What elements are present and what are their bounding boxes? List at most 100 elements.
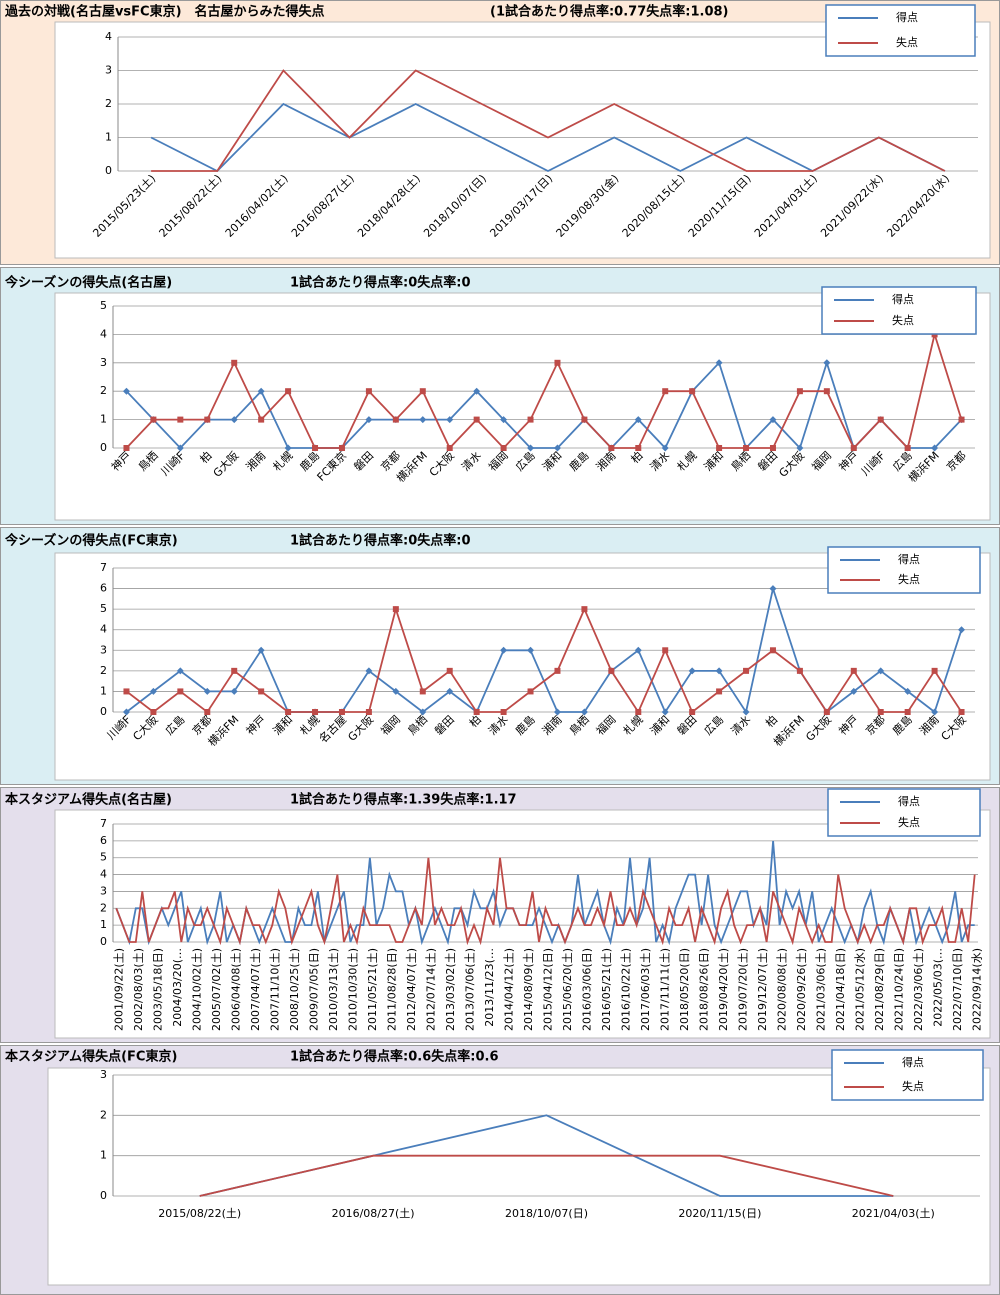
x-tick-label: 2011/05/21(土) bbox=[366, 948, 379, 1031]
x-tick-label: 2004/10/02(土) bbox=[190, 948, 203, 1031]
x-tick-label: 2018/05/20(日) bbox=[678, 948, 691, 1031]
marker bbox=[392, 606, 399, 613]
y-tick-label: 4 bbox=[100, 868, 107, 881]
marker bbox=[284, 444, 292, 452]
marker bbox=[527, 416, 534, 423]
y-tick-label: 0 bbox=[100, 935, 107, 948]
x-tick-label: 2022/05/03(… bbox=[932, 948, 945, 1027]
marker bbox=[715, 359, 723, 367]
series-line bbox=[125, 605, 963, 714]
marker bbox=[419, 416, 427, 424]
marker bbox=[796, 667, 803, 674]
chart-title: 本スタジアム得失点(FC東京) bbox=[5, 1049, 177, 1065]
x-tick-label: 2020/11/15(日) bbox=[678, 1207, 761, 1220]
x-tick-label: 2003/05/18(日) bbox=[151, 948, 164, 1031]
y-tick-label: 6 bbox=[100, 834, 107, 847]
marker bbox=[958, 709, 965, 715]
marker bbox=[392, 416, 399, 423]
marker bbox=[176, 444, 184, 452]
marker bbox=[527, 444, 535, 452]
y-tick-label: 2 bbox=[100, 384, 107, 397]
y-tick-label: 1 bbox=[100, 918, 107, 931]
marker bbox=[850, 687, 858, 695]
x-tick-label: 2019/04/20(土) bbox=[717, 948, 730, 1031]
marker bbox=[338, 445, 345, 451]
marker bbox=[257, 646, 265, 654]
series-line bbox=[115, 840, 975, 946]
x-tick-label: 2004/03/20(… bbox=[171, 948, 184, 1027]
marker bbox=[850, 667, 857, 674]
x-tick-label: 2013/11/23(… bbox=[483, 948, 496, 1027]
marker bbox=[904, 687, 912, 695]
chart-subtitle: 1試合あたり得点率:1.39失点率:1.17 bbox=[290, 792, 517, 808]
legend-label: 得点 bbox=[898, 795, 920, 808]
marker bbox=[931, 444, 939, 452]
marker bbox=[554, 359, 561, 366]
x-tick-label: 2019/12/07(土) bbox=[756, 948, 769, 1031]
y-tick-label: 6 bbox=[100, 582, 107, 595]
chart-subtitle: 1試合あたり得点率:0失点率:0 bbox=[290, 275, 471, 291]
marker bbox=[312, 445, 319, 451]
x-tick-label: 2021/10/24(日) bbox=[893, 948, 906, 1031]
marker bbox=[230, 416, 238, 424]
marker bbox=[742, 708, 750, 716]
marker bbox=[877, 667, 885, 675]
legend-label: 得点 bbox=[892, 293, 914, 306]
marker bbox=[419, 708, 427, 716]
marker bbox=[365, 416, 373, 424]
marker bbox=[527, 646, 535, 654]
x-tick-label: 2020/09/26(土) bbox=[795, 948, 808, 1031]
marker bbox=[850, 445, 857, 451]
marker bbox=[123, 445, 130, 451]
series-line bbox=[151, 69, 946, 172]
marker bbox=[446, 687, 454, 695]
marker bbox=[365, 667, 373, 675]
legend-box bbox=[827, 546, 981, 594]
marker bbox=[150, 416, 157, 423]
marker bbox=[608, 445, 615, 451]
y-tick-label: 0 bbox=[100, 705, 107, 718]
x-tick-label: 2001/09/22(土) bbox=[112, 948, 125, 1031]
x-tick-label: 2017/06/03(土) bbox=[639, 948, 652, 1031]
marker bbox=[204, 416, 211, 423]
x-tick-label: 2019/07/20(土) bbox=[737, 948, 750, 1031]
marker bbox=[608, 667, 615, 674]
marker bbox=[769, 445, 776, 451]
x-tick-label: 2021/04/03(土) bbox=[852, 1207, 935, 1220]
legend-label: 失点 bbox=[896, 36, 918, 49]
marker bbox=[231, 359, 238, 366]
marker bbox=[554, 667, 561, 674]
y-tick-label: 1 bbox=[105, 131, 112, 144]
marker bbox=[688, 667, 696, 675]
marker bbox=[823, 388, 830, 395]
x-tick-label: 2012/04/07(土) bbox=[405, 948, 418, 1031]
chart-area bbox=[54, 21, 991, 259]
marker bbox=[581, 416, 588, 423]
legend-label: 得点 bbox=[902, 1056, 924, 1069]
x-tick-label: 2007/11/10(土) bbox=[268, 948, 281, 1031]
x-tick-label: 2008/10/25(土) bbox=[288, 948, 301, 1031]
y-tick-label: 3 bbox=[100, 1068, 107, 1081]
y-tick-label: 0 bbox=[105, 164, 112, 177]
marker bbox=[743, 667, 750, 674]
marker bbox=[716, 688, 723, 695]
marker bbox=[877, 709, 884, 715]
marker bbox=[446, 416, 454, 424]
x-tick-label: 2021/08/29(日) bbox=[873, 948, 886, 1031]
x-tick-label: 2013/07/06(土) bbox=[463, 948, 476, 1031]
marker bbox=[553, 444, 561, 452]
x-tick-label: 2014/04/12(土) bbox=[502, 948, 515, 1031]
x-tick-label: 2007/04/07(土) bbox=[249, 948, 262, 1031]
y-tick-label: 7 bbox=[100, 817, 107, 830]
y-tick-label: 3 bbox=[100, 643, 107, 656]
marker bbox=[527, 688, 534, 695]
marker bbox=[473, 387, 481, 395]
legend-label: 失点 bbox=[902, 1080, 924, 1093]
y-tick-label: 5 bbox=[100, 851, 107, 864]
y-tick-label: 0 bbox=[100, 441, 107, 454]
marker bbox=[392, 687, 400, 695]
marker bbox=[634, 646, 642, 654]
legend-box bbox=[827, 788, 981, 837]
chart-title: 今シーズンの得失点(FC東京) bbox=[4, 533, 178, 549]
x-tick-label: 2020/08/08(土) bbox=[776, 948, 789, 1031]
